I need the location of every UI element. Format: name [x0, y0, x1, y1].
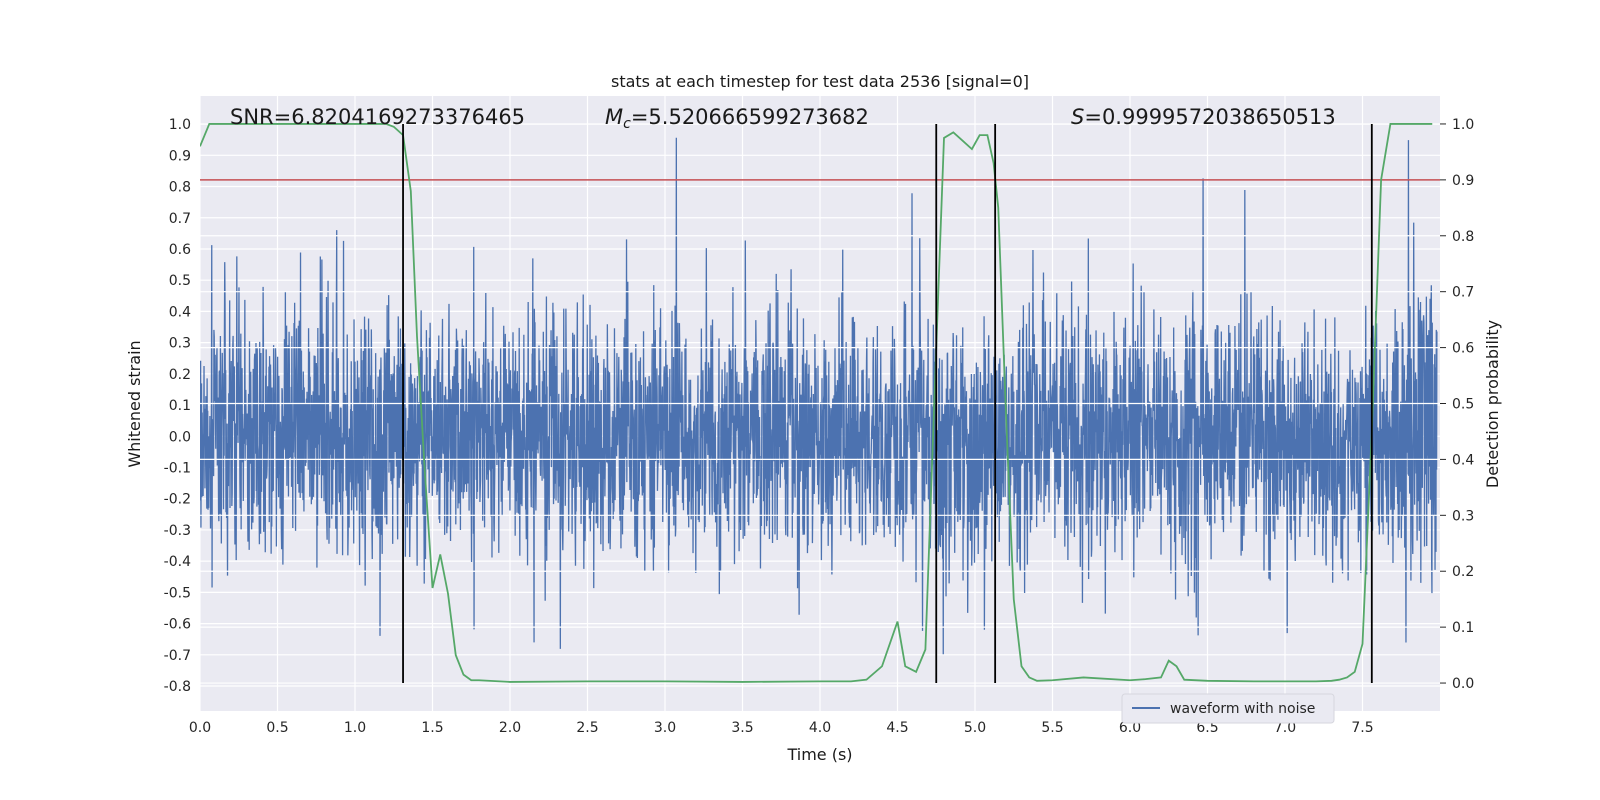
right-axis-ticks: 0.0 0.1 0.2 0.3 0.4 0.5 0.6 0.7 0.8 0.9 1.0 [1440, 117, 1474, 692]
left-y-tick-label: 0.8 [169, 180, 191, 196]
waveform-line [200, 137, 1438, 655]
legend: waveform with noise [1121, 693, 1335, 724]
x-tick-label: 5.5 [1041, 720, 1063, 736]
legend-box [1121, 693, 1335, 724]
x-tick-label: 3.5 [731, 720, 753, 736]
probability-series [200, 123, 1433, 683]
trigger-lines [402, 123, 1373, 684]
x-tick-label: 2.0 [499, 720, 521, 736]
left-y-tick-label: 0.0 [169, 429, 191, 445]
x-tick-label: 3.0 [654, 720, 676, 736]
left-y-tick-label: -0.1 [164, 460, 191, 476]
left-axis-label: Whitened strain [125, 340, 144, 467]
x-tick-label: 0.5 [266, 720, 288, 736]
left-y-tick-label: -0.4 [164, 554, 191, 570]
right-y-tick-label: 0.5 [1452, 397, 1474, 413]
left-y-tick-label: -0.7 [164, 648, 191, 664]
x-tick-label: 1.0 [344, 720, 366, 736]
right-y-tick-label: 0.0 [1452, 676, 1474, 692]
right-axis-label: Detection probability [1483, 320, 1502, 488]
x-axis-ticks: 0.0 0.5 1.0 1.5 2.0 2.5 3.0 3.5 4.0 4.5 5.0 5.5 6.0 6… [189, 720, 1374, 736]
score-value: =0.9999572038650513 [1084, 105, 1335, 129]
right-y-tick-label: 1.0 [1452, 117, 1474, 133]
left-y-tick-label: 0.1 [169, 398, 191, 414]
x-tick-label: 6.0 [1119, 720, 1141, 736]
left-y-tick-label: 1.0 [169, 117, 191, 133]
right-y-tick-label: 0.9 [1452, 173, 1474, 189]
left-axis-ticks: -0.8 -0.7 -0.6 -0.5 -0.4 -0.3 -0.2 -0.1 0.0 0.1 0.… [164, 117, 191, 695]
left-y-tick-label: 0.9 [169, 148, 191, 164]
left-y-tick-label: 0.7 [169, 211, 191, 227]
x-tick-label: 0.0 [189, 720, 211, 736]
left-y-tick-label: 0.3 [169, 336, 191, 352]
left-y-tick-label: 0.6 [169, 242, 191, 258]
snr-annotation: SNR=6.8204169273376465 [230, 105, 525, 129]
left-y-tick-label: -0.5 [164, 585, 191, 601]
chirp-mass-subscript: c [623, 116, 631, 132]
chirp-mass-value: =5.520666599273682 [631, 105, 869, 129]
left-y-tick-label: -0.8 [164, 679, 191, 695]
right-y-tick-label: 0.8 [1452, 229, 1474, 245]
x-tick-label: 1.5 [421, 720, 443, 736]
chirp-mass-symbol: M [605, 105, 623, 129]
x-tick-label: 5.0 [964, 720, 986, 736]
left-y-tick-label: -0.6 [164, 617, 191, 633]
legend-label-waveform: waveform with noise [1170, 701, 1315, 717]
left-y-tick-label: 0.5 [169, 273, 191, 289]
score-annotation: S=0.9999572038650513 [1071, 105, 1336, 129]
left-y-tick-label: -0.2 [164, 492, 191, 508]
probability-line [200, 123, 1433, 683]
left-y-tick-label: 0.2 [169, 367, 191, 383]
x-tick-label: 7.0 [1274, 720, 1296, 736]
x-tick-label: 7.5 [1351, 720, 1373, 736]
right-y-tick-label: 0.3 [1452, 508, 1474, 524]
chart-title: stats at each timestep for test data 253… [611, 72, 1029, 91]
right-y-tick-label: 0.1 [1452, 620, 1474, 636]
left-y-tick-label: 0.4 [169, 304, 191, 320]
waveform-series [200, 137, 1438, 655]
right-axis-grid [200, 123, 1440, 684]
x-tick-label: 4.5 [886, 720, 908, 736]
right-y-tick-label: 0.2 [1452, 564, 1474, 580]
right-y-tick-label: 0.6 [1452, 341, 1474, 357]
right-y-tick-label: 0.4 [1452, 452, 1474, 468]
x-tick-label: 4.0 [809, 720, 831, 736]
chirp-mass-annotation: Mc=5.520666599273682 [605, 105, 869, 132]
x-tick-label: 2.5 [576, 720, 598, 736]
right-y-tick-label: 0.7 [1452, 285, 1474, 301]
left-y-tick-label: -0.3 [164, 523, 191, 539]
score-symbol: S [1071, 105, 1084, 129]
x-tick-label: 6.5 [1196, 720, 1218, 736]
x-axis-label: Time (s) [786, 745, 852, 764]
